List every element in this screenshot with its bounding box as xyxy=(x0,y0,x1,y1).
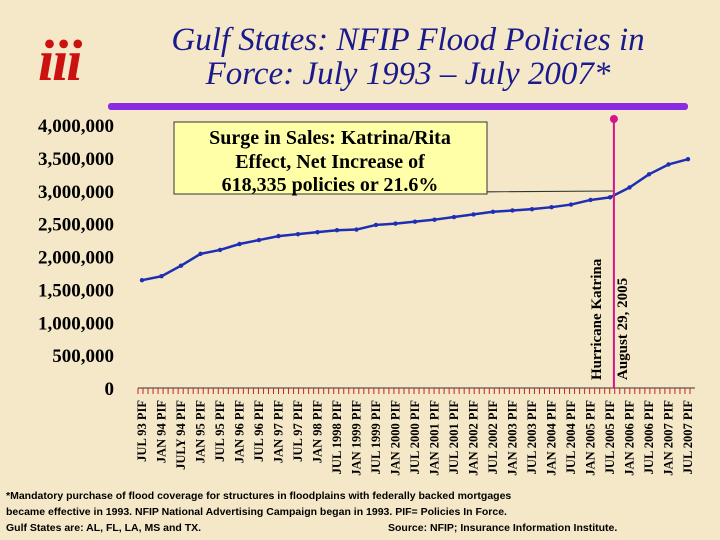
data-point xyxy=(354,227,359,232)
footnote-line-3: Gulf States are: AL, FL, LA, MS and TX. … xyxy=(6,520,716,536)
footnote-line-1: *Mandatory purchase of flood coverage fo… xyxy=(6,490,512,502)
title-accent-bar xyxy=(108,103,688,110)
data-point xyxy=(393,221,398,226)
data-point xyxy=(627,185,632,190)
data-point xyxy=(471,212,476,217)
data-point xyxy=(139,277,145,283)
y-tick-label: 500,000 xyxy=(52,346,114,367)
y-tick-label: 4,000,000 xyxy=(38,116,114,137)
x-tick-label: JAN 2000 PIF xyxy=(389,400,403,476)
data-point xyxy=(432,217,437,222)
data-point xyxy=(373,222,379,228)
x-tick-label: JUL 2006 PIF xyxy=(642,400,656,475)
callout-line-2: Effect, Net Increase of xyxy=(235,151,425,173)
katrina-label-2: August 29, 2005 xyxy=(615,278,631,380)
data-point xyxy=(256,237,262,243)
data-point xyxy=(607,195,613,200)
y-axis-labels: 4,000,000 3,500,000 3,000,000 2,500,000 2,00… xyxy=(38,116,114,400)
logo-text: iii xyxy=(38,28,82,93)
callout: Surge in Sales: Katrina/Rita Effect, Net… xyxy=(173,121,615,196)
data-point xyxy=(178,263,184,268)
x-tick-label: JAN 98 PIF xyxy=(311,400,325,464)
x-tick-label: JAN 2007 PIF xyxy=(662,400,676,476)
x-tick-label: JAN 2005 PIF xyxy=(584,400,598,476)
data-point xyxy=(666,162,671,167)
x-tick-label: JUL 93 PIF xyxy=(135,400,149,462)
callout-line-3: 618,335 policies or 21.6% xyxy=(222,174,439,196)
footnote: *Mandatory purchase of flood coverage fo… xyxy=(6,488,716,536)
data-point xyxy=(568,202,574,207)
x-axis-ticks xyxy=(137,388,691,394)
footnote-source: Source: NFIP; Insurance Information Inst… xyxy=(388,522,618,534)
x-tick-label: JUL 2005 PIF xyxy=(603,400,617,475)
title-line-1: Gulf States: NFIP Flood Policies in xyxy=(171,22,644,58)
data-point xyxy=(529,206,535,212)
data-point xyxy=(490,209,496,214)
data-point xyxy=(685,156,691,162)
data-point xyxy=(510,208,515,213)
x-tick-label: JAN 96 PIF xyxy=(233,400,247,464)
x-tick-label: JUL 2004 PIF xyxy=(564,400,578,475)
x-tick-label: JUL 2001 PIF xyxy=(447,400,461,475)
data-point xyxy=(217,247,223,253)
x-tick-label: JAN 97 PIF xyxy=(272,400,286,464)
data-point xyxy=(412,219,418,224)
data-point xyxy=(646,172,652,177)
x-tick-label: JAN 2001 PIF xyxy=(428,400,442,476)
y-tick-label: 3,500,000 xyxy=(38,149,114,170)
x-tick-label: JAN 95 PIF xyxy=(194,400,208,464)
x-tick-label: JAN 2002 PIF xyxy=(467,400,481,476)
x-tick-label: JAN 94 PIF xyxy=(155,400,169,464)
x-tick-label: JUL 97 PIF xyxy=(291,400,305,462)
x-tick-label: JAN 2006 PIF xyxy=(623,400,637,476)
data-point xyxy=(295,231,301,237)
x-tick-label: JUL 96 PIF xyxy=(252,400,266,462)
y-tick-label: 1,000,000 xyxy=(38,313,114,334)
data-point xyxy=(588,197,593,203)
katrina-marker: Hurricane Katrina August 29, 2005 xyxy=(589,115,631,388)
y-tick-label: 3,000,000 xyxy=(38,182,114,203)
callout-line-1: Surge in Sales: Katrina/Rita xyxy=(209,127,451,149)
iii-logo: iii xyxy=(38,28,84,93)
y-tick-label: 0 xyxy=(105,379,115,400)
data-point xyxy=(549,204,554,210)
katrina-marker-dot xyxy=(609,115,618,123)
x-tick-label: JUL 2002 PIF xyxy=(486,400,500,475)
data-point xyxy=(334,228,340,233)
data-point xyxy=(159,274,164,279)
y-tick-label: 2,000,000 xyxy=(38,248,114,269)
x-tick-label: JUL 2003 PIF xyxy=(525,400,539,475)
katrina-label-1: Hurricane Katrina xyxy=(589,258,605,380)
title-line-2: Force: July 1993 – July 2007* xyxy=(205,56,611,92)
x-tick-label: JULY 94 PIF xyxy=(174,400,188,470)
footnote-line-2: became effective in 1993. NFIP National … xyxy=(6,506,507,518)
x-tick-label: JUL 1998 PIF xyxy=(330,400,344,475)
y-tick-label: 1,500,000 xyxy=(38,280,114,301)
x-tick-label: JUL 2007 PIF xyxy=(681,400,695,475)
data-point xyxy=(315,229,320,235)
data-point xyxy=(198,251,203,257)
data-point xyxy=(451,214,457,220)
x-tick-label: JAN 2003 PIF xyxy=(506,400,520,476)
series-line xyxy=(139,156,691,283)
data-point xyxy=(237,241,242,247)
callout-box xyxy=(173,121,488,195)
x-tick-label: JUL 1999 PIF xyxy=(369,400,383,475)
x-axis-labels: JUL 93 PIF JAN 94 PIF JULY 94 PIF JAN 95 PI… xyxy=(135,400,695,476)
x-tick-label: JAN 2004 PIF xyxy=(545,400,559,476)
x-tick-label: JUL 95 PIF xyxy=(213,400,227,462)
y-tick-label: 2,500,000 xyxy=(38,215,114,236)
x-tick-label: JAN 1999 PIF xyxy=(350,400,364,476)
x-tick-label: JUL 2000 PIF xyxy=(408,400,422,475)
footnote-gulf-states: Gulf States are: AL, FL, LA, MS and TX. xyxy=(6,522,202,534)
data-point xyxy=(276,233,281,239)
